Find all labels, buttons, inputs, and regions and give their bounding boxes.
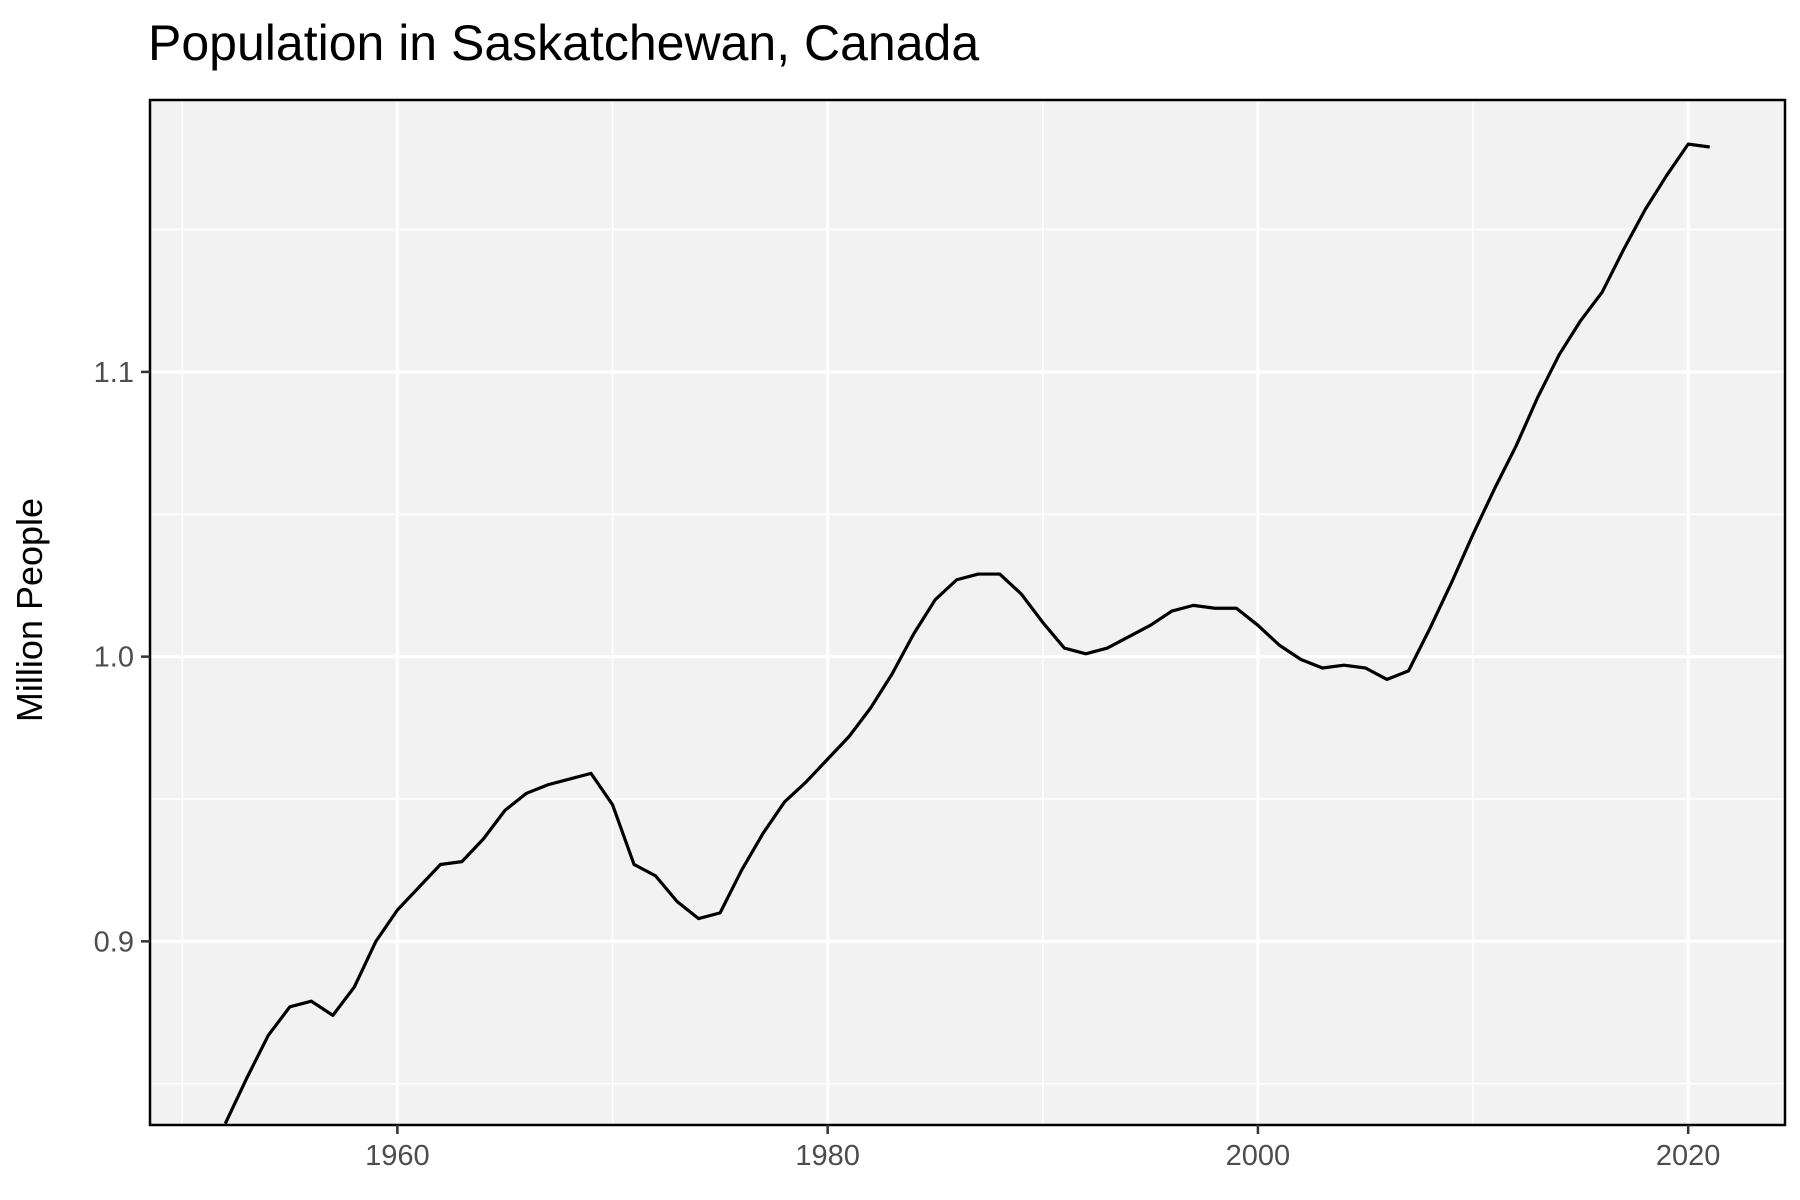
y-tick-label: 1.0 xyxy=(94,642,134,674)
series-layer xyxy=(223,142,1710,1125)
x-tick-label: 1960 xyxy=(365,1140,430,1172)
x-tick-label: 2000 xyxy=(1226,1140,1291,1172)
y-tick-label: 1.1 xyxy=(94,357,134,389)
grid-lines xyxy=(150,100,1785,1125)
axes: 1960 1980 2000 2020 0.9 1.0 1.1 xyxy=(94,357,1721,1172)
plot-panel xyxy=(150,100,1785,1125)
x-tick-label: 1980 xyxy=(795,1140,860,1172)
y-tick-label: 0.9 xyxy=(94,926,134,958)
chart-title: Population in Saskatchewan, Canada xyxy=(148,15,980,71)
x-tick-label: 2020 xyxy=(1656,1140,1721,1172)
series-line xyxy=(223,142,1710,1125)
plot-border xyxy=(148,98,1787,1127)
y-axis-title: Million People xyxy=(9,498,50,722)
